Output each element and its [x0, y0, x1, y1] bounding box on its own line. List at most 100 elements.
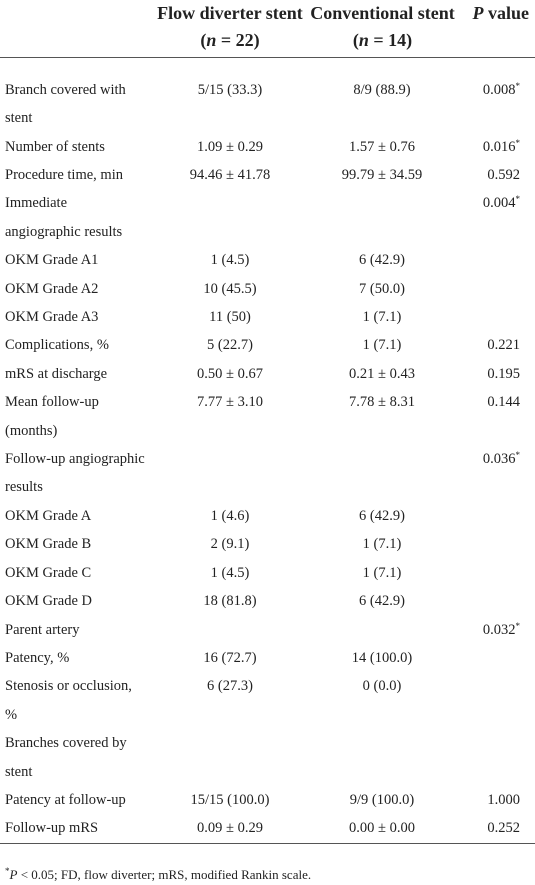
footnote: *P < 0.05; FD, flow diverter; mRS, modif…: [5, 865, 311, 885]
table-cell: 0.016*: [483, 133, 520, 161]
header-text: = 14): [368, 30, 413, 50]
table-cell: 5/15 (33.3): [197, 81, 263, 98]
table-cell: 1 (7.1): [362, 536, 402, 553]
table-cell: 0.004*: [483, 189, 520, 217]
cell-text: 0.008: [482, 81, 516, 98]
table-cell: 2 (9.1): [210, 536, 250, 553]
significance-mark: *: [515, 80, 521, 91]
table-cell: 0.00 ± 0.00: [349, 820, 415, 837]
col-header: Conventional stent (n = 14): [305, 0, 460, 54]
table-row: OKM Grade C 1 (4.5) 1 (7.1): [0, 559, 535, 587]
table-cell: 0 (0.0): [362, 678, 402, 695]
table-row: mRS at discharge 0.50 ± 0.67 0.21 ± 0.43 0.…: [0, 360, 535, 388]
table-cell: 14 (100.0): [351, 649, 413, 666]
header-text: P: [472, 3, 484, 23]
table-cell: 0.036*: [483, 445, 520, 473]
table-cell: 1.57 ± 0.76: [349, 138, 415, 155]
header-text: value: [483, 3, 529, 23]
table-row: OKM Grade A3 11 (50) 1 (7.1): [0, 303, 535, 331]
table-cell: OKM Grade D: [5, 593, 92, 610]
table-cell: 0.144: [487, 394, 520, 411]
cell-text: 0.032: [482, 621, 516, 638]
header-text: n: [358, 30, 369, 50]
table-row: OKM Grade D 18 (81.8) 6 (42.9): [0, 587, 535, 615]
significance-mark: *: [515, 620, 521, 631]
cell-text: 0.016: [482, 138, 516, 155]
table: Branch covered with stent 5/15 (33.3) 8/9 …: [0, 76, 535, 843]
table-cell: 6 (42.9): [359, 507, 405, 524]
table-cell: 16 (72.7): [203, 649, 257, 666]
table-cell: 1.09 ± 0.29: [197, 138, 263, 155]
significance-mark: *: [515, 450, 521, 461]
table-cell: Patency, %: [5, 649, 70, 666]
table-cell: 0.032*: [483, 616, 520, 644]
table-cell: 1 (7.1): [362, 337, 402, 354]
table-row: Branch covered with stent 5/15 (33.3) 8/9 …: [0, 76, 535, 133]
table-cell: 0.21 ± 0.43: [349, 365, 415, 382]
table-cell: mRS at discharge: [5, 365, 108, 382]
table-cell: 6 (27.3): [207, 678, 253, 695]
table-cell: Mean follow-up (months): [5, 394, 99, 439]
table-cell: OKM Grade A1: [5, 252, 99, 269]
table-cell: Number of stents: [5, 138, 105, 155]
cell-text: 0.036: [482, 451, 516, 468]
table-cell: 11 (50): [209, 309, 251, 326]
table-cell: 1.000: [487, 791, 520, 808]
table-cell: 7 (50.0): [359, 280, 405, 297]
col-header: Flow diverter stent (n = 22): [155, 0, 305, 54]
table-row: Procedure time, min 94.46 ± 41.78 99.79 ± …: [0, 161, 535, 189]
table-cell: 0.252: [487, 820, 520, 837]
table-row: Complications, % 5 (22.7) 1 (7.1) 0.221: [0, 331, 535, 359]
table-cell: Follow-up angiographic results: [5, 451, 145, 496]
table-row: Follow-up mRS 0.09 ± 0.29 0.00 ± 0.00 0.252: [0, 814, 535, 842]
footnote-text: P: [9, 867, 18, 882]
footnote-mark: *: [5, 866, 10, 876]
table-cell: 0.592: [487, 167, 520, 184]
table-cell: Stenosis or occlusion, %: [5, 678, 132, 723]
table-cell: 0.195: [487, 365, 520, 382]
header-text: n: [206, 30, 217, 50]
table-row: OKM Grade A1 1 (4.5) 6 (42.9): [0, 246, 535, 274]
table-cell: 1 (4.5): [210, 252, 250, 269]
table-cell: 10 (45.5): [203, 280, 257, 297]
table-cell: OKM Grade C: [5, 564, 92, 581]
table-cell: 15/15 (100.0): [190, 791, 270, 808]
table-cell: OKM Grade A3: [5, 309, 99, 326]
footer-rule: [0, 843, 535, 844]
table-row: Patency, % 16 (72.7) 14 (100.0): [0, 644, 535, 672]
col-header: P value: [472, 0, 529, 27]
table-cell: OKM Grade A: [5, 507, 92, 524]
table-row: OKM Grade A 1 (4.6) 6 (42.9): [0, 502, 535, 530]
table-cell: OKM Grade B: [5, 536, 92, 553]
table-cell: 0.50 ± 0.67: [197, 365, 263, 382]
table-cell: 1 (4.6): [210, 507, 250, 524]
significance-mark: *: [515, 137, 521, 148]
table-cell: Immediate angiographic results: [5, 195, 123, 240]
table-cell: Follow-up mRS: [5, 820, 99, 837]
table-cell: 18 (81.8): [203, 593, 257, 610]
table-cell: OKM Grade A2: [5, 280, 99, 297]
table-cell: 0.09 ± 0.29: [197, 820, 263, 837]
table-row: OKM Grade B 2 (9.1) 1 (7.1): [0, 530, 535, 558]
table-cell: 5 (22.7): [207, 337, 253, 354]
table-cell: Complications, %: [5, 337, 109, 354]
table-row: OKM Grade A2 10 (45.5) 7 (50.0): [0, 275, 535, 303]
table-cell: 6 (42.9): [359, 593, 405, 610]
table-row: Follow-up angiographic results 0.036*: [0, 445, 535, 502]
table-cell: 99.79 ± 34.59: [341, 167, 423, 184]
table-cell: 6 (42.9): [359, 252, 405, 269]
table-row: Mean follow-up (months) 7.77 ± 3.10 7.78 ±…: [0, 388, 535, 445]
footnote-text: < 0.05; FD, flow diverter; mRS, modified…: [17, 867, 312, 882]
table-cell: 1 (7.1): [362, 564, 402, 581]
header-text: = 22): [216, 30, 260, 50]
cell-text: 0.004: [482, 195, 516, 212]
table-cell: Parent artery: [5, 621, 80, 638]
table-cell: 8/9 (88.9): [353, 81, 411, 98]
significance-mark: *: [515, 194, 521, 205]
table-cell: 0.008*: [483, 76, 520, 104]
table-cell: 7.77 ± 3.10: [197, 394, 263, 411]
table-cell: Branches covered by stent: [5, 735, 127, 780]
table-row: Patency at follow-up 15/15 (100.0) 9/9 (10…: [0, 786, 535, 814]
table-cell: 7.78 ± 8.31: [349, 394, 415, 411]
